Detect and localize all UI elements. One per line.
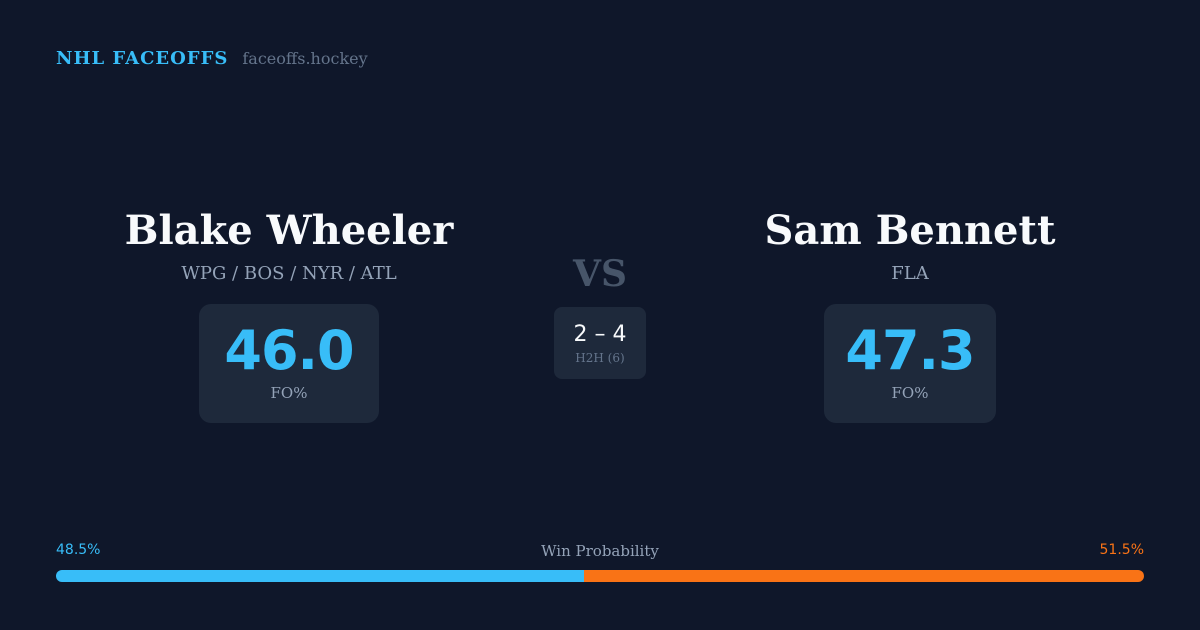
win-probability-bar	[56, 570, 1144, 582]
win-probability-labels: 48.5% Win Probability 51.5%	[56, 542, 1144, 564]
h2h-score: 2 – 4	[573, 322, 627, 347]
brand-header: NHL FACEOFFS faceoffs.hockey	[56, 48, 368, 69]
player-right-stat-label: FO%	[891, 384, 929, 402]
h2h-card: 2 – 4 H2H (6)	[554, 307, 646, 379]
player-left-teams: WPG / BOS / NYR / ATL	[181, 263, 397, 284]
player-left-name: Blake Wheeler	[124, 207, 454, 254]
brand-name: NHL FACEOFFS	[56, 48, 229, 69]
player-left-stat-label: FO%	[270, 384, 308, 402]
player-right-teams: FLA	[891, 263, 929, 284]
player-right-stat-card: 47.3 FO%	[824, 304, 996, 423]
win-probability-left: 48.5%	[56, 542, 101, 558]
win-probability-right: 51.5%	[1099, 542, 1144, 558]
win-probability-bar-left	[56, 570, 584, 582]
player-left-stat-card: 46.0 FO%	[199, 304, 379, 423]
player-right: Sam Bennett FLA 47.3 FO%	[710, 205, 1110, 423]
h2h-label: H2H (6)	[575, 351, 625, 365]
player-left: Blake Wheeler WPG / BOS / NYR / ATL 46.0…	[89, 205, 489, 423]
vs-label: VS	[573, 253, 627, 295]
win-probability-title: Win Probability	[541, 542, 659, 560]
win-probability-bar-right	[583, 570, 1144, 582]
player-right-name: Sam Bennett	[764, 207, 1056, 254]
player-left-stat-value: 46.0	[224, 319, 354, 382]
brand-domain: faceoffs.hockey	[242, 49, 368, 68]
player-right-stat-value: 47.3	[845, 319, 975, 382]
